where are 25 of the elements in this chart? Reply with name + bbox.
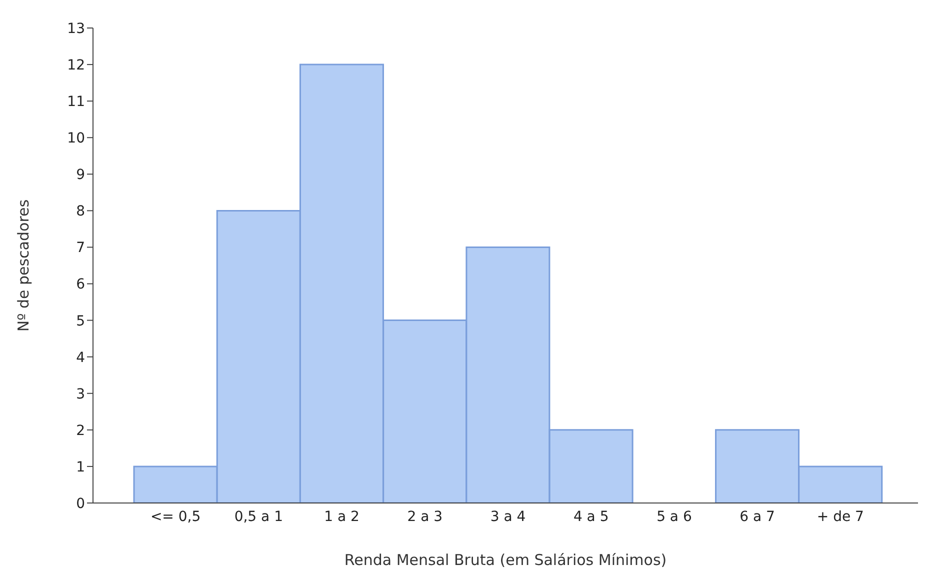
x-tick-label: + de 7	[816, 508, 864, 525]
x-tick-label: 5 a 6	[656, 508, 692, 525]
x-axis-title: Renda Mensal Bruta (em Salários Mínimos)	[344, 551, 667, 569]
x-tick-label: 0,5 a 1	[234, 508, 283, 525]
x-tick-label: 2 a 3	[407, 508, 443, 525]
y-tick-label: 0	[76, 496, 85, 512]
y-tick-label: 4	[76, 350, 86, 366]
y-tick-label: 13	[67, 20, 85, 37]
y-tick-label: 2	[76, 422, 85, 439]
y-axis-title: Nº de pescadores	[14, 199, 32, 332]
y-tick-label: 5	[76, 313, 85, 330]
x-tick-label: 6 a 7	[740, 508, 775, 525]
y-tick-label: 8	[76, 204, 85, 220]
y-tick-label: 3	[76, 386, 85, 402]
y-tick-label: 12	[67, 58, 85, 74]
y-tick-label: 9	[76, 167, 85, 184]
x-tick-label: 3 a 4	[490, 508, 526, 525]
y-tick-label: 10	[67, 130, 85, 147]
y-tick-label: 1	[76, 459, 85, 476]
x-tick-label: 1 a 2	[324, 508, 360, 525]
x-tick-label: 4 a 5	[573, 508, 609, 525]
y-tick-label: 11	[67, 94, 85, 110]
y-tick-label: 7	[76, 240, 85, 256]
x-tick-label: <= 0,5	[150, 508, 201, 525]
y-tick-label: 6	[76, 276, 86, 293]
